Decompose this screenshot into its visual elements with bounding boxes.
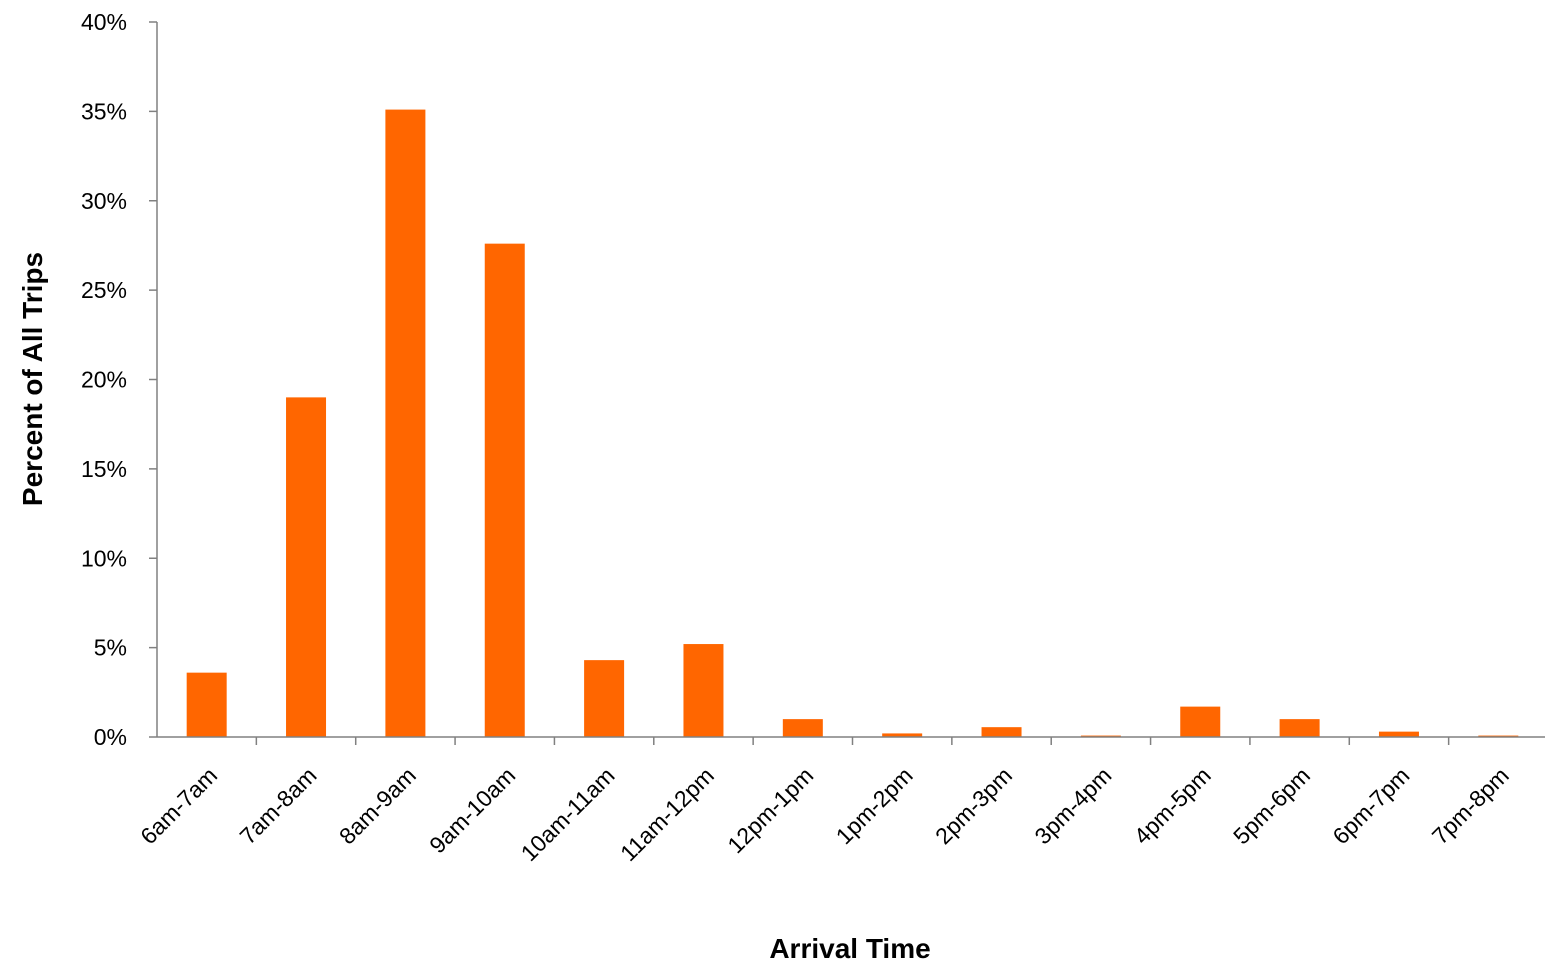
bar-4pm-5pm [1180,706,1221,737]
bar-12pm-1pm [782,719,823,737]
bar-2pm-3pm [981,727,1022,737]
bar-9am-10am [484,243,525,737]
x-tick-label: 5pm-6pm [1228,762,1315,849]
x-axis-ticks: 6am-7am 7am-8am 8am-9am 9am-10am10am-11am11… [135,737,1514,866]
bar-8am-9am [385,109,426,737]
bar-5pm-6pm [1279,719,1320,737]
x-tick-label: 6am-7am [135,762,222,849]
y-tick-label: 10% [81,545,127,571]
y-tick-label: 15% [81,456,127,482]
x-tick-label: 8am-9am [334,762,421,849]
x-tick-label: 1pm-2pm [831,762,918,849]
y-tick-label: 20% [81,367,127,393]
y-tick-label: 25% [81,277,127,303]
x-tick-label: 9am-10am [424,762,520,858]
x-tick-label: 10am-11am [516,762,620,866]
y-axis-ticks: 0% 5% 10% 15% 20% 25% 30% 35% 40% [81,9,157,750]
x-tick-label: 6pm-7pm [1327,762,1414,849]
y-tick-label: 5% [94,635,127,661]
y-tick-label: 40% [81,9,127,35]
x-tick-label: 11am-12pm [615,762,719,866]
y-tick-label: 30% [81,188,127,214]
y-tick-label: 0% [94,724,127,750]
bar-10am-11am [584,660,625,737]
x-axis-title: Arrival Time [769,933,930,964]
bar-11am-12pm [683,644,724,737]
x-tick-label: 2pm-3pm [930,762,1017,849]
bar-1pm-2pm [882,733,923,737]
x-tick-label: 3pm-4pm [1029,762,1116,849]
x-tick-label: 7am-8am [234,762,321,849]
bar-6pm-7pm [1378,731,1419,737]
x-tick-label: 12pm-1pm [722,762,818,858]
bars [186,109,1519,737]
y-tick-label: 35% [81,98,127,124]
bar-7am-8am [286,397,327,737]
x-tick-label: 7pm-8pm [1427,762,1514,849]
x-tick-label: 4pm-5pm [1129,762,1216,849]
y-axis-title: Percent of All Trips [17,252,48,506]
bar-6am-7am [186,672,227,737]
